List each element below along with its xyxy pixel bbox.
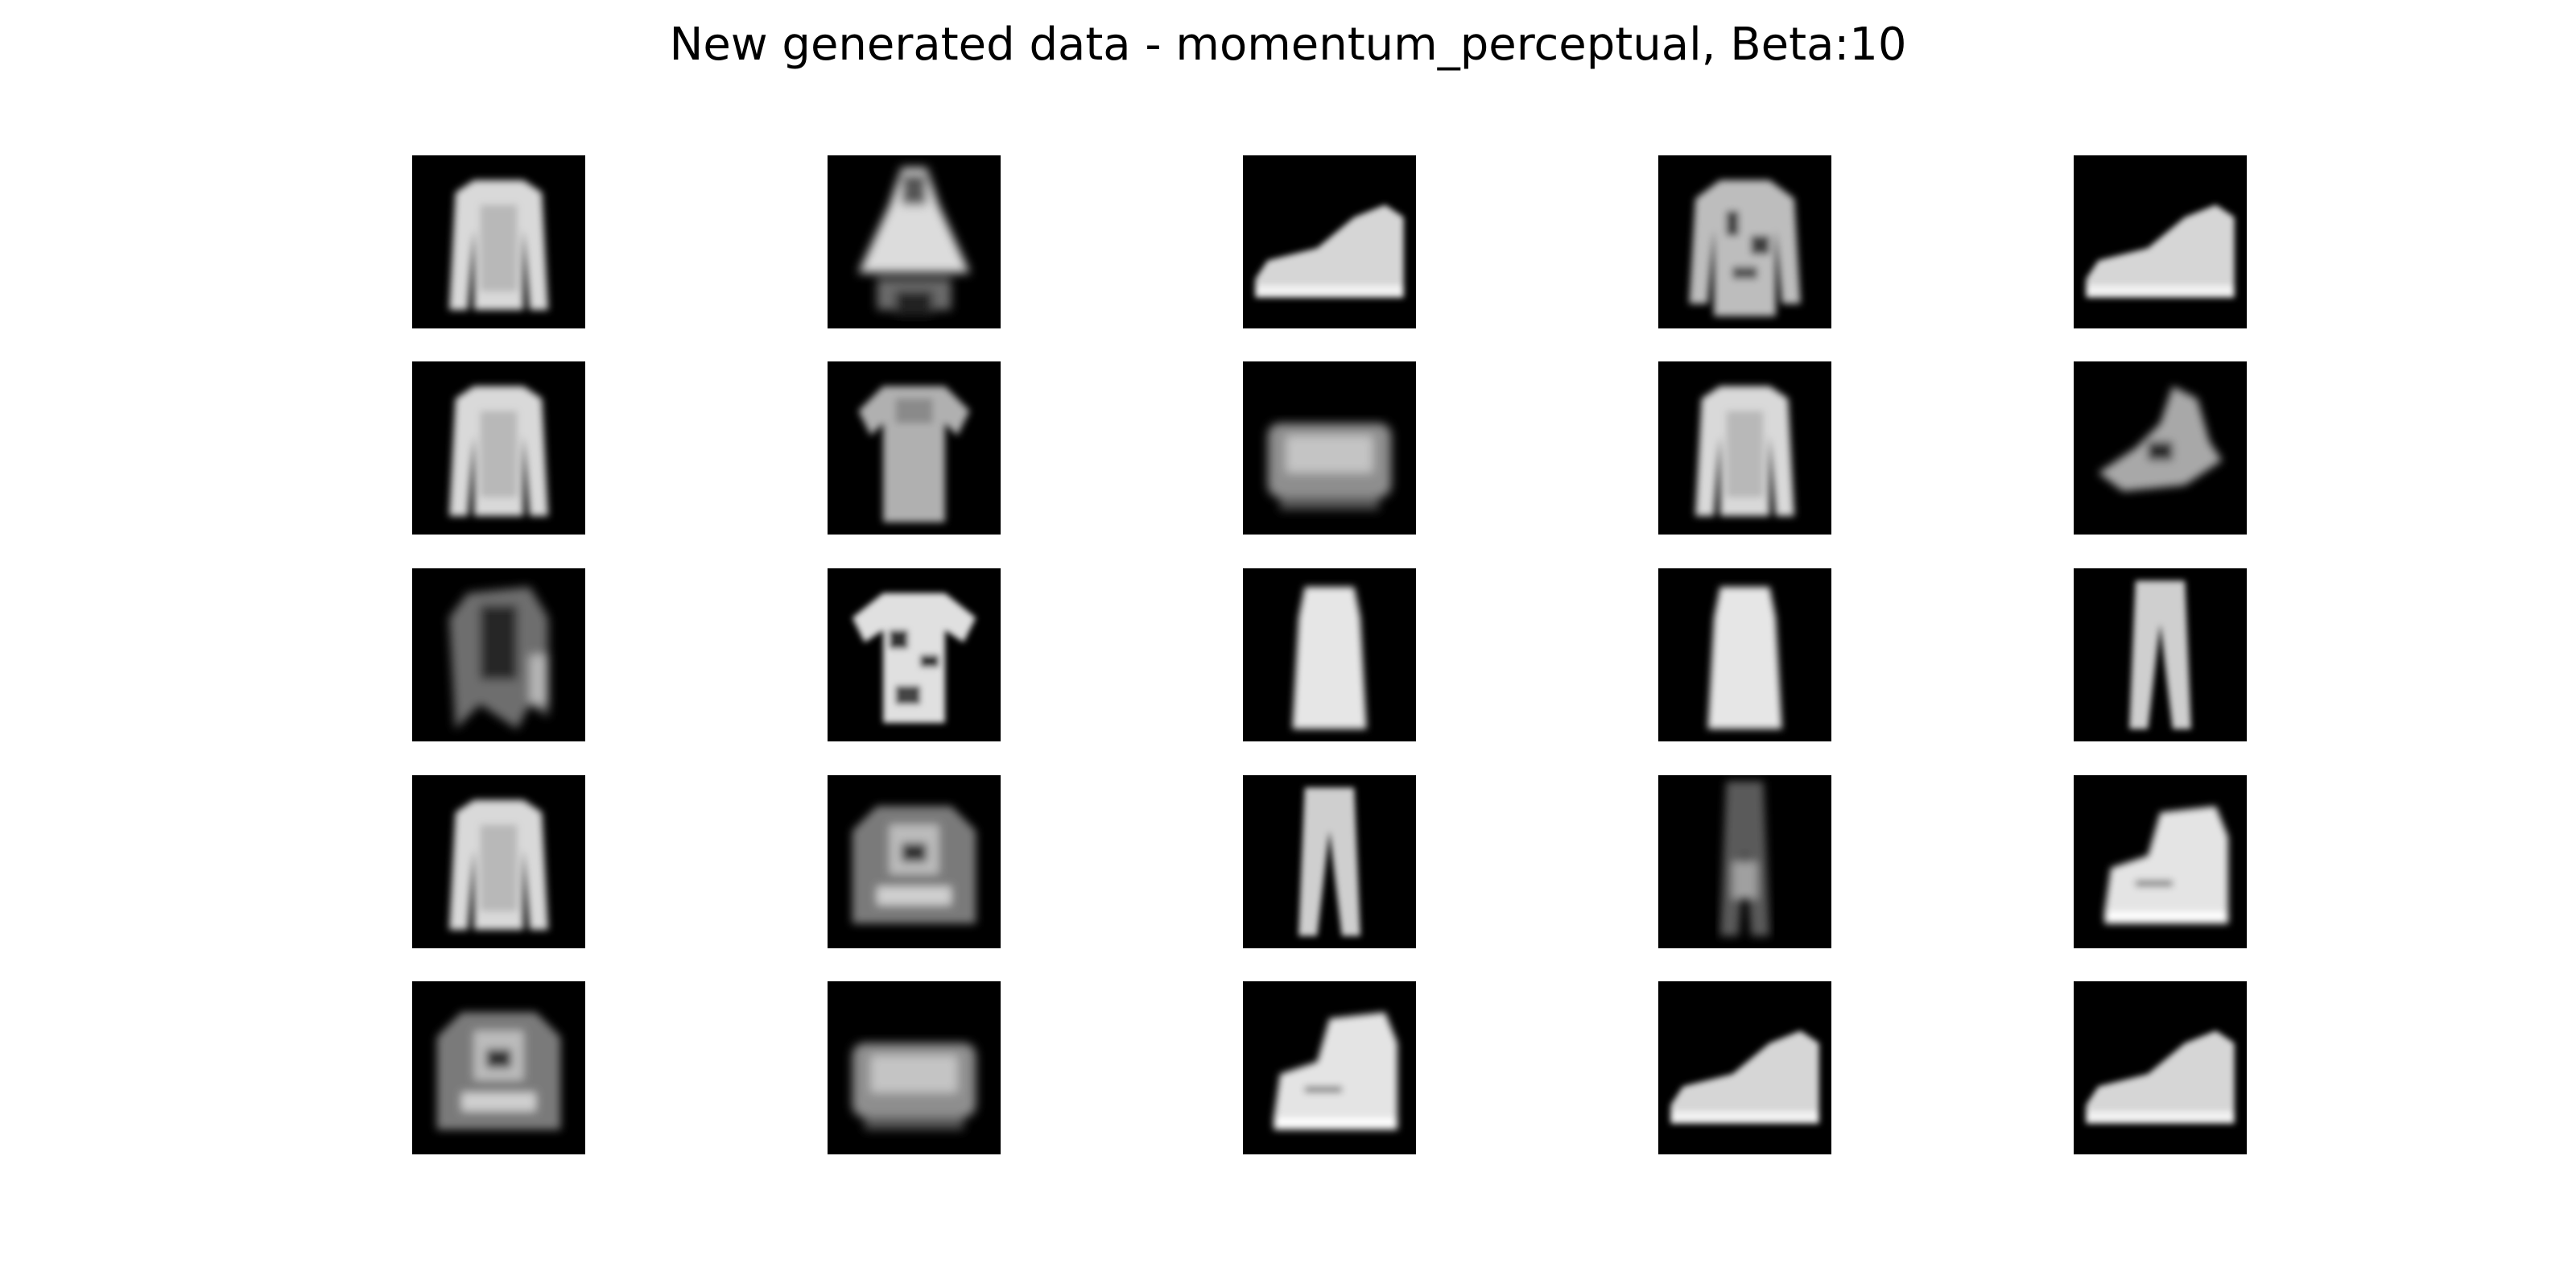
sample-image-r1-c4 (1658, 155, 1831, 328)
sample-image-r2-c3 (1243, 361, 1416, 535)
sample-image-r3-c2 (828, 568, 1001, 741)
sample-image-r5-c1 (412, 981, 585, 1154)
sample-image-r3-c5 (2074, 568, 2247, 741)
sample-image-r4-c3 (1243, 775, 1416, 948)
figure-title: New generated data - momentum_perceptual… (669, 19, 1907, 71)
sample-image-r2-c5 (2074, 361, 2247, 535)
sample-image-r1-c1 (412, 155, 585, 328)
sample-image-r4-c5 (2074, 775, 2247, 948)
sample-image-r4-c4 (1658, 775, 1831, 948)
sample-image-r2-c2 (828, 361, 1001, 535)
sample-image-r3-c3 (1243, 568, 1416, 741)
sample-image-r3-c1 (412, 568, 585, 741)
sample-image-r5-c4 (1658, 981, 1831, 1154)
sample-image-r5-c5 (2074, 981, 2247, 1154)
sample-image-r4-c2 (828, 775, 1001, 948)
sample-image-r3-c4 (1658, 568, 1831, 741)
sample-image-r1-c3 (1243, 155, 1416, 328)
sample-image-r5-c2 (828, 981, 1001, 1154)
sample-image-r2-c1 (412, 361, 585, 535)
sample-image-r4-c1 (412, 775, 585, 948)
sample-image-r5-c3 (1243, 981, 1416, 1154)
sample-image-r1-c2 (828, 155, 1001, 328)
sample-image-r2-c4 (1658, 361, 1831, 535)
sample-image-r1-c5 (2074, 155, 2247, 328)
